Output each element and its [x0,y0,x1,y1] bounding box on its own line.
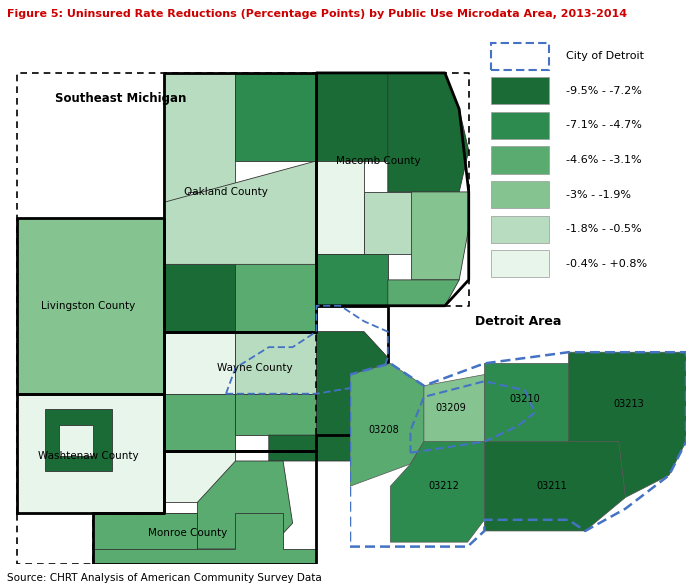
Polygon shape [316,161,364,254]
Polygon shape [412,192,469,280]
Bar [491,77,550,105]
Polygon shape [364,192,412,254]
Text: 03211: 03211 [536,481,567,492]
Polygon shape [410,375,484,464]
Text: 03212: 03212 [428,481,459,492]
Polygon shape [316,254,388,306]
Polygon shape [269,332,388,461]
Text: City of Detroit: City of Detroit [566,51,644,61]
Polygon shape [391,442,484,542]
Text: Wayne County: Wayne County [217,363,293,373]
Polygon shape [197,461,293,549]
Polygon shape [568,352,686,497]
Text: -0.4% - +0.8%: -0.4% - +0.8% [566,259,648,269]
Text: Detroit Area: Detroit Area [475,315,561,328]
Polygon shape [350,363,424,486]
Text: -9.5% - -7.2%: -9.5% - -7.2% [566,86,642,96]
Polygon shape [92,513,316,564]
Polygon shape [164,332,235,394]
Text: -1.8% - -0.5%: -1.8% - -0.5% [566,224,642,234]
Bar [491,146,550,173]
Polygon shape [235,73,316,161]
Polygon shape [60,425,92,456]
Text: 03208: 03208 [368,425,399,436]
Text: 03213: 03213 [613,399,644,409]
Text: Southeast Michigan: Southeast Michigan [55,92,186,105]
Text: 03209: 03209 [435,403,466,413]
Polygon shape [17,218,164,394]
Text: -3% - -1.9%: -3% - -1.9% [566,189,631,199]
Polygon shape [316,73,388,161]
Text: 03210: 03210 [510,394,540,404]
Text: Oakland County: Oakland County [184,187,268,197]
Polygon shape [484,442,626,531]
Text: Macomb County: Macomb County [336,156,421,166]
Text: Washtenaw County: Washtenaw County [38,451,138,461]
Polygon shape [164,73,235,202]
Polygon shape [235,332,316,394]
Polygon shape [388,73,469,192]
Bar [491,250,550,278]
Bar [491,216,550,243]
Polygon shape [164,161,316,265]
Polygon shape [188,192,259,280]
Text: Monroe County: Monroe County [148,529,228,539]
Text: Figure 5: Uninsured Rate Reductions (Percentage Points) by Public Use Microdata : Figure 5: Uninsured Rate Reductions (Per… [7,9,627,19]
Polygon shape [45,409,112,472]
Polygon shape [388,280,459,306]
Bar [491,181,550,208]
Text: -4.6% - -3.1%: -4.6% - -3.1% [566,155,642,165]
Text: -7.1% - -4.7%: -7.1% - -4.7% [566,121,642,131]
Polygon shape [164,265,235,332]
Text: Livingston County: Livingston County [41,300,135,311]
Polygon shape [164,450,235,502]
Polygon shape [92,513,197,549]
Polygon shape [484,363,585,442]
Polygon shape [235,394,316,435]
FancyBboxPatch shape [491,43,550,70]
Bar [491,112,550,139]
Polygon shape [235,243,316,332]
Polygon shape [17,394,164,513]
Polygon shape [164,394,235,450]
Text: Source: CHRT Analysis of American Community Survey Data: Source: CHRT Analysis of American Commun… [7,573,322,583]
